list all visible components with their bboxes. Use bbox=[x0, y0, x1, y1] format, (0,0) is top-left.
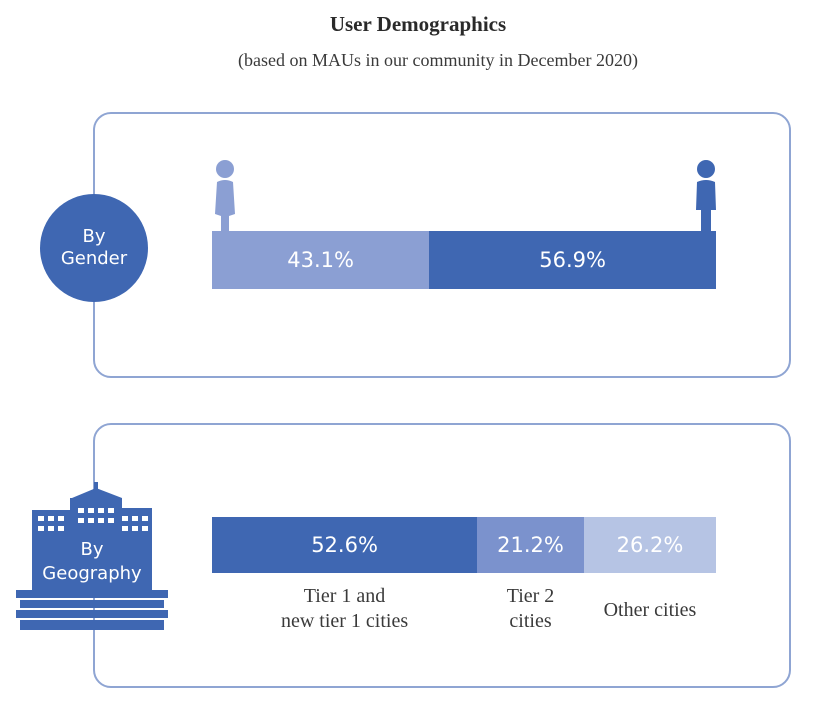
category-label-line: Tier 1 and bbox=[303, 585, 386, 607]
data-label-0-0: 43.1% bbox=[287, 248, 354, 272]
gender-badge-line2: Gender bbox=[60, 248, 128, 269]
category-label-1: Tier 2 cities bbox=[456, 584, 606, 634]
female-person-icon bbox=[215, 160, 235, 234]
category-label-line: Tier 2 bbox=[506, 585, 555, 607]
gender-badge-line1: By bbox=[82, 226, 106, 247]
geography-stacked-bar: 52.6% 21.2% 26.2% bbox=[212, 517, 716, 573]
male-person-icon bbox=[696, 160, 716, 234]
bar-segment-0-1: 56.9% bbox=[429, 231, 716, 289]
category-label-0: Tier 1 and new tier 1 cities bbox=[212, 584, 477, 634]
bar-segment-1-2: 26.2% bbox=[583, 517, 716, 573]
bar-segment-1-1: 21.2% bbox=[477, 517, 584, 573]
bar-segment-0-0: 43.1% bbox=[212, 231, 430, 289]
category-label-2: Other cities bbox=[575, 598, 725, 623]
gender-badge: By Gender bbox=[40, 194, 148, 302]
geography-badge-line2: Geography bbox=[40, 562, 144, 586]
data-label-1-0: 52.6% bbox=[311, 533, 378, 557]
chart-title: User Demographics bbox=[329, 12, 507, 36]
gender-stacked-bar: 43.1% 56.9% bbox=[212, 231, 716, 289]
data-label-1-1: 21.2% bbox=[497, 533, 564, 557]
geography-badge: By Geography bbox=[12, 538, 172, 586]
geography-badge-line1: By bbox=[80, 539, 104, 560]
category-label-line: Other cities bbox=[603, 599, 697, 621]
category-label-line: cities bbox=[509, 610, 552, 632]
bar-segment-1-0: 52.6% bbox=[212, 517, 478, 573]
category-label-line: new tier 1 cities bbox=[280, 610, 409, 632]
data-label-0-1: 56.9% bbox=[539, 248, 606, 272]
chart-subtitle: (based on MAUs in our community in Decem… bbox=[238, 50, 638, 70]
data-label-1-2: 26.2% bbox=[616, 533, 684, 557]
